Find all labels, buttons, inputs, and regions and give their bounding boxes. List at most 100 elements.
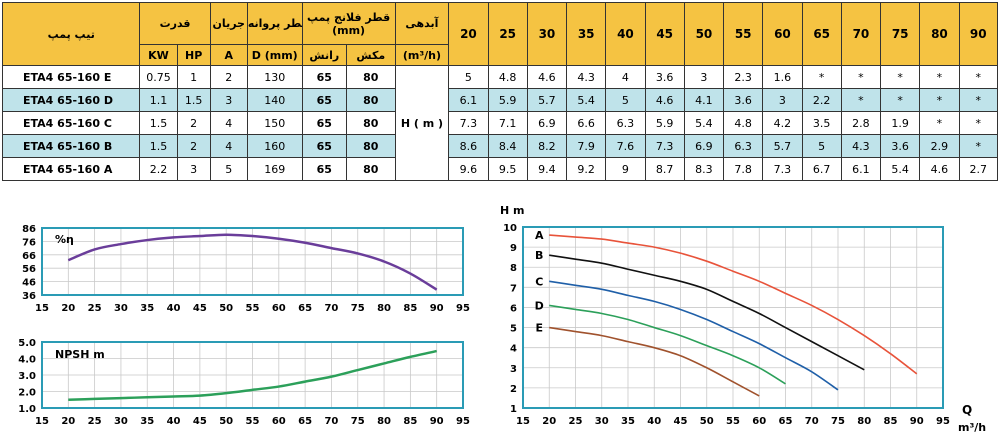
x-tick-label: 70 (324, 303, 338, 314)
head-value-cell: 4.6 (526, 65, 568, 89)
x-tick-label: 30 (595, 416, 609, 427)
x-tick-label: 25 (88, 303, 102, 314)
head-value-cell: 6.6 (566, 111, 607, 135)
flow-col-2: 30 (526, 2, 568, 66)
x-tick-label: 60 (272, 416, 286, 427)
head-value-cell: 3.5 (801, 111, 842, 135)
cell-in: 80 (346, 65, 396, 89)
x-tick-label: 65 (298, 416, 312, 427)
flow-col-12: 80 (919, 2, 960, 66)
series-label: A (535, 229, 544, 242)
x-tick-label: 70 (805, 416, 819, 427)
head-value-cell: 6.3 (605, 111, 646, 135)
cell-in: 80 (346, 88, 396, 112)
head-value-cell: 5.4 (566, 88, 607, 112)
head-value-cell: 6.7 (801, 157, 842, 181)
x-tick-label: 60 (752, 416, 766, 427)
cell-hp: 2 (176, 111, 211, 135)
cell-out: 65 (301, 134, 348, 158)
x-tick-label: 95 (456, 416, 470, 427)
head-value-cell: 2.8 (840, 111, 882, 135)
x-tick-label: 50 (219, 303, 233, 314)
y-tick-label: 3 (510, 364, 517, 375)
y-tick-label: 6 (510, 303, 517, 314)
cell-d: 169 (246, 157, 303, 181)
y-tick-label: 2 (510, 384, 517, 395)
efficiency-chart: 15 20 25 30 35 40 45 50 55 60 65 70 75 80 85 90 95 86 76 66… (22, 224, 470, 314)
header-outlet: رانش (301, 44, 348, 66)
cell-d: 140 (246, 88, 303, 112)
cell-hp: 1.5 (176, 88, 211, 112)
y-axis-label: H m (500, 204, 525, 217)
flow-col-10: 70 (840, 2, 882, 66)
cell-hp: 3 (176, 157, 211, 181)
header-model: تیپ پمپ (1, 2, 141, 66)
x-tick-label: 50 (219, 416, 233, 427)
x-tick-label: 45 (193, 416, 207, 427)
x-tick-label: 25 (88, 416, 102, 427)
series-line (549, 326, 760, 397)
y-tick-label: 86 (22, 224, 36, 235)
head-value-cell: 3.6 (880, 134, 921, 158)
x-tick-label: 15 (35, 303, 49, 314)
x-tick-label: 55 (246, 303, 260, 314)
table-row: ETA4 65-160 B 1.5 2 4 160 65 80 8.6 8.4 8.2 7.9 7.6… (1, 134, 999, 158)
x-tick-label: 80 (377, 416, 391, 427)
y-tick-label: 66 (22, 251, 36, 262)
cell-kw: 1.1 (139, 88, 178, 112)
x-tick-label: 45 (193, 303, 207, 314)
cell-d: 160 (246, 134, 303, 158)
cell-in: 80 (346, 157, 396, 181)
head-value-cell: 9 (605, 157, 646, 181)
head-value-cell: 8.4 (487, 134, 528, 158)
series-line (549, 304, 786, 385)
header-kw: KW (139, 44, 178, 66)
head-value-cell: 1.9 (880, 111, 921, 135)
head-value-cell: 4.1 (683, 88, 725, 112)
head-value-cell: 7.9 (566, 134, 607, 158)
plot-frame (41, 227, 464, 296)
y-tick-label: 5 (510, 324, 517, 335)
flow-col-9: 65 (801, 2, 842, 66)
x-tick-label: 15 (516, 416, 530, 427)
x-tick-label: 75 (351, 416, 365, 427)
spec-table: تیپ پمپ قدرت جریان قطر پروانه قطر فلانج … (1, 2, 999, 181)
head-value-cell: 6.1 (448, 88, 489, 112)
cell-a: 5 (209, 157, 248, 181)
head-value-cell: 6.9 (683, 134, 725, 158)
series-label: E (535, 322, 543, 335)
head-value-cell: * (958, 88, 999, 112)
x-tick-label: 20 (542, 416, 556, 427)
y-tick-label: 36 (22, 291, 36, 302)
cell-out: 65 (301, 88, 348, 112)
head-value-cell: 2.9 (919, 134, 960, 158)
y-axis-label: %η (55, 233, 74, 246)
y-tick-label: 76 (22, 237, 36, 248)
cell-hp: 2 (176, 134, 211, 158)
x-tick-label: 35 (140, 416, 154, 427)
x-tick-label: 45 (674, 416, 688, 427)
cell-out: 65 (301, 111, 348, 135)
x-tick-label: 60 (272, 303, 286, 314)
x-tick-label: 20 (61, 303, 75, 314)
header-inlet: مکش (346, 44, 396, 66)
head-value-cell: * (801, 65, 842, 89)
x-tick-label: 55 (726, 416, 740, 427)
head-value-cell: 5 (801, 134, 842, 158)
y-tick-label: 56 (22, 264, 36, 275)
flow-col-11: 75 (880, 2, 921, 66)
y-tick-label: 3.0 (18, 371, 36, 382)
cell-in: 80 (346, 111, 396, 135)
flow-col-5: 45 (644, 2, 685, 66)
series-label: B (535, 249, 543, 262)
y-tick-label: 4.0 (18, 355, 36, 366)
x-tick-label: 25 (569, 416, 583, 427)
head-value-cell: 9.5 (487, 157, 528, 181)
x-tick-label: 80 (857, 416, 871, 427)
head-value-cell: 7.6 (605, 134, 646, 158)
x-tick-label: 40 (647, 416, 661, 427)
x-tick-label: 85 (403, 416, 417, 427)
x-tick-label: 65 (779, 416, 793, 427)
head-label: H ( m ) (394, 65, 450, 181)
